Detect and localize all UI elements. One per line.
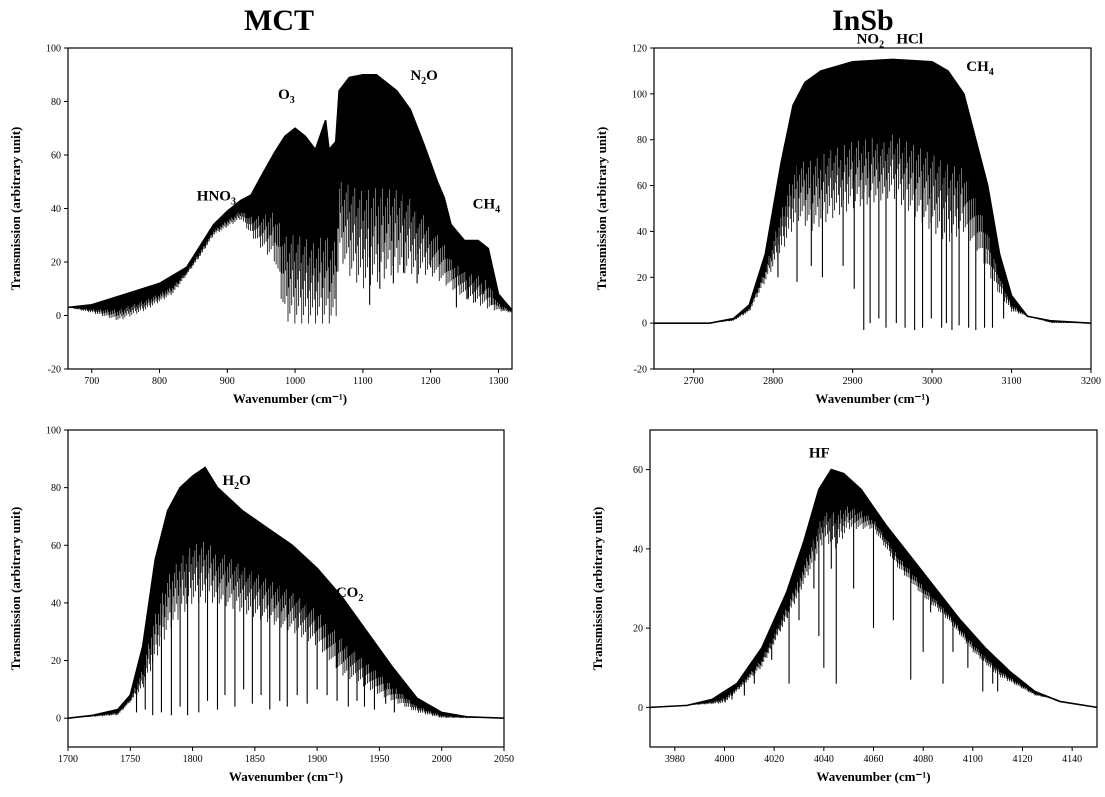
y-tick-label: 100 (46, 44, 61, 55)
x-tick-label: 4020 (764, 754, 784, 765)
y-tick-label: 0 (642, 319, 647, 330)
y-tick-label: 120 (632, 44, 647, 55)
chart-insb-top: 2700 2800 2900 3000 3100 3200 -20 0 20 40 60 80 100 1… (594, 31, 1101, 406)
x-tick-label: 1800 (183, 754, 203, 765)
x-tick-label: 2000 (432, 754, 452, 765)
x-tick-label: 1000 (285, 376, 305, 387)
molecule-label: N2O (410, 68, 438, 87)
y-tick-label: 40 (51, 204, 61, 215)
chart-mct-top: 700 800 900 1000 1100 1200 1300 -20 0 20 40 60 80 100… (8, 44, 513, 406)
y-tick-label: 80 (51, 483, 61, 494)
x-tick-label: 3100 (1002, 376, 1022, 387)
y-tick-label: 20 (51, 656, 61, 667)
y-tick-label: 60 (51, 151, 61, 162)
molecule-label: HNO3 (197, 188, 236, 207)
spectrum-envelope (654, 58, 1092, 324)
x-tick-label: 1750 (120, 754, 140, 765)
y-axis-label: Transmission (arbitrary unit) (8, 507, 23, 671)
molecule-label: NO2 (857, 31, 885, 50)
y-tick-label: 80 (51, 97, 61, 108)
plot-frame (67, 429, 505, 748)
x-tick-label: 2050 (494, 754, 514, 765)
x-axis-label: Wavenumber (cm⁻¹) (816, 769, 930, 784)
x-tick-label: 1700 (58, 754, 78, 765)
y-tick-label: 100 (46, 426, 61, 437)
y-tick-label: 40 (637, 227, 647, 238)
spectrum-series (649, 468, 1098, 709)
spectrum-fill (68, 74, 513, 324)
x-tick-label: 700 (84, 376, 99, 387)
molecule-label: H2O (222, 473, 250, 492)
molecule-label: CO2 (336, 585, 364, 604)
x-axis-label: Wavenumber (cm⁻¹) (229, 769, 343, 784)
x-axis-label: Wavenumber (cm⁻¹) (233, 391, 347, 406)
y-tick-label: 20 (51, 258, 61, 269)
y-tick-label: 20 (633, 624, 643, 635)
x-tick-label: 1200 (421, 376, 441, 387)
x-tick-label: 4100 (963, 754, 983, 765)
y-tick-label: 40 (633, 544, 643, 555)
x-tick-label: 1900 (307, 754, 327, 765)
y-tick-label: 0 (638, 703, 643, 714)
x-tick-label: 2800 (763, 376, 783, 387)
y-axis-label: Transmission (arbitrary unit) (8, 127, 23, 291)
x-tick-label: 800 (152, 376, 167, 387)
x-tick-label: 1850 (245, 754, 265, 765)
y-tick-label: 0 (56, 714, 61, 725)
spectrum-envelope (649, 468, 1098, 709)
y-tick-label: 60 (633, 465, 643, 476)
x-tick-label: 4140 (1062, 754, 1082, 765)
x-tick-label: 4040 (814, 754, 834, 765)
x-tick-label: 2700 (684, 376, 704, 387)
x-tick-label: 1100 (353, 376, 373, 387)
spectrum-fill (68, 467, 505, 719)
spectrum-series (67, 466, 505, 719)
y-axis-label: Transmission (arbitrary unit) (590, 507, 605, 671)
spectrum-series (654, 58, 1092, 331)
y-tick-label: 0 (56, 311, 61, 322)
y-tick-label: 60 (637, 181, 647, 192)
y-tick-label: 20 (637, 273, 647, 284)
spectrum-fill (709, 59, 1091, 324)
y-tick-label: -20 (48, 365, 61, 376)
x-tick-label: 1300 (488, 376, 508, 387)
x-tick-label: 1950 (369, 754, 389, 765)
x-tick-label: 4000 (715, 754, 735, 765)
y-tick-label: 80 (637, 135, 647, 146)
x-tick-label: 3980 (665, 754, 685, 765)
x-tick-label: 4080 (913, 754, 933, 765)
molecule-label: CH4 (966, 59, 994, 78)
mct-column-title: MCT (244, 4, 314, 37)
chart-mct-bottom: 1700 1750 1800 1850 1900 1950 2000 2050 0 20 40 60 8… (8, 426, 514, 785)
molecule-label: HF (809, 446, 830, 462)
x-tick-label: 2900 (843, 376, 863, 387)
chart-insb-bottom: 3980 4000 4020 4040 4060 4080 4100 4120 41400204… (590, 429, 1098, 784)
y-tick-label: -20 (634, 365, 647, 376)
spectrum-series (67, 73, 513, 324)
insb-column-title: InSb (832, 4, 894, 37)
x-tick-label: 900 (220, 376, 235, 387)
x-tick-label: 4120 (1013, 754, 1033, 765)
y-tick-label: 40 (51, 598, 61, 609)
molecule-label: O3 (278, 87, 295, 106)
molecule-label: HCl (896, 31, 923, 47)
x-tick-label: 3000 (922, 376, 942, 387)
spectrum-envelope (67, 466, 505, 719)
y-tick-label: 100 (632, 89, 647, 100)
spectrum-envelope (67, 73, 513, 311)
y-tick-label: 60 (51, 541, 61, 552)
plot-frame (653, 47, 1092, 370)
y-axis-label: Transmission (arbitrary unit) (594, 127, 609, 291)
x-tick-label: 3200 (1081, 376, 1101, 387)
molecule-label: CH4 (473, 197, 501, 216)
x-tick-label: 4060 (864, 754, 884, 765)
x-axis-label: Wavenumber (cm⁻¹) (815, 391, 929, 406)
